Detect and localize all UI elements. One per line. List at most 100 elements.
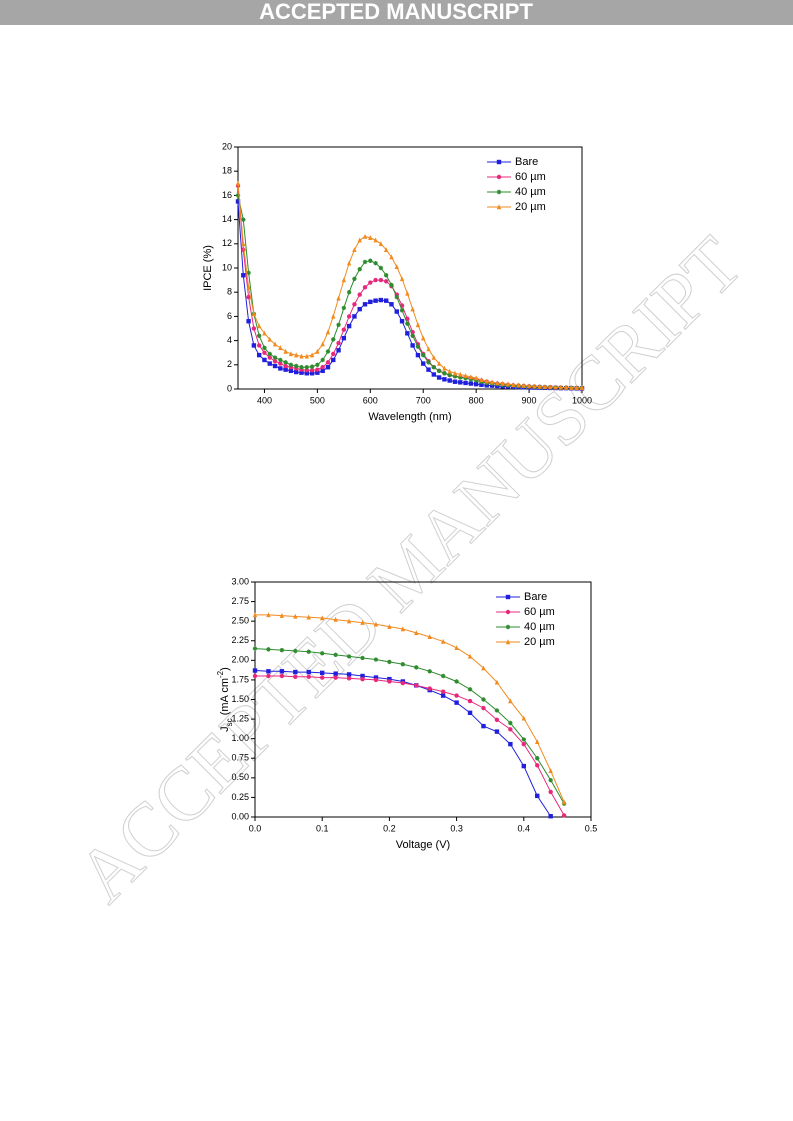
y-tick-label: 0.75 xyxy=(231,753,249,763)
y-tick-label: 12 xyxy=(222,238,232,248)
marker xyxy=(336,295,341,301)
marker xyxy=(383,298,389,303)
y-tick-label: 0.25 xyxy=(231,792,249,802)
marker xyxy=(320,365,325,370)
marker xyxy=(442,365,447,371)
marker xyxy=(521,715,526,721)
marker xyxy=(283,360,288,365)
marker xyxy=(346,618,352,624)
marker xyxy=(440,689,446,694)
marker xyxy=(468,377,474,382)
marker xyxy=(561,799,567,805)
marker xyxy=(346,314,352,319)
marker xyxy=(521,741,526,747)
marker xyxy=(394,309,399,314)
legend-marker xyxy=(505,594,511,600)
legend-label: 40 µm xyxy=(515,186,546,198)
y-axis-label-part: sc xyxy=(225,718,234,726)
marker xyxy=(252,668,258,673)
marker xyxy=(481,697,486,702)
y-tick-label: 20 xyxy=(222,141,232,151)
y-axis-label-part: (mA cm xyxy=(219,678,231,718)
marker xyxy=(266,612,271,618)
marker xyxy=(315,367,320,372)
marker xyxy=(473,378,479,383)
marker xyxy=(427,669,432,674)
marker xyxy=(235,180,241,186)
marker xyxy=(346,260,352,266)
marker xyxy=(415,352,421,358)
marker xyxy=(436,375,442,380)
marker xyxy=(489,379,495,385)
marker xyxy=(241,247,246,253)
marker xyxy=(532,383,537,389)
marker xyxy=(336,348,341,353)
header: ACCEPTED MANUSCRIPT xyxy=(259,0,533,24)
series-line xyxy=(255,675,565,816)
marker xyxy=(306,674,311,679)
marker xyxy=(399,308,405,313)
marker xyxy=(336,340,341,346)
marker xyxy=(279,669,285,674)
marker xyxy=(452,379,458,384)
marker xyxy=(266,647,271,652)
marker xyxy=(293,674,298,679)
marker xyxy=(436,368,442,374)
marker xyxy=(415,344,421,349)
marker xyxy=(394,264,399,269)
marker xyxy=(251,343,257,348)
marker xyxy=(473,381,479,387)
marker xyxy=(508,741,513,747)
series-line xyxy=(237,201,582,389)
y-tick-label: 6 xyxy=(227,311,232,321)
marker xyxy=(563,384,569,390)
marker xyxy=(458,371,463,377)
marker xyxy=(368,280,373,285)
marker xyxy=(368,235,373,240)
marker xyxy=(272,363,278,369)
series-line xyxy=(254,648,565,804)
marker xyxy=(346,676,352,681)
x-tick-label: 600 xyxy=(363,395,378,405)
marker xyxy=(468,381,474,386)
marker xyxy=(481,665,486,671)
series-line xyxy=(237,185,583,389)
marker xyxy=(294,352,299,358)
marker xyxy=(548,768,553,773)
marker xyxy=(387,659,392,665)
marker xyxy=(306,649,311,654)
marker xyxy=(511,382,516,387)
legend-marker xyxy=(496,189,502,195)
marker xyxy=(508,727,513,732)
marker xyxy=(442,371,447,376)
marker xyxy=(399,276,405,282)
marker xyxy=(405,321,410,326)
marker xyxy=(410,306,415,312)
marker xyxy=(508,720,513,726)
x-tick-label: 800 xyxy=(469,395,484,405)
marker xyxy=(368,258,373,263)
marker xyxy=(378,277,384,283)
marker xyxy=(331,337,336,342)
marker xyxy=(241,217,246,222)
marker xyxy=(360,655,365,661)
marker xyxy=(494,729,500,734)
marker xyxy=(426,346,431,352)
header-bar xyxy=(0,0,793,25)
marker xyxy=(293,648,298,654)
marker xyxy=(427,686,432,691)
marker xyxy=(452,374,458,379)
marker xyxy=(579,385,585,390)
y-tick-label: 1.75 xyxy=(231,674,249,684)
marker xyxy=(383,247,389,253)
marker xyxy=(299,365,304,370)
marker xyxy=(373,260,378,266)
marker xyxy=(500,380,505,386)
legend-label: 40 µm xyxy=(524,621,555,633)
marker xyxy=(414,683,419,688)
marker xyxy=(387,679,392,684)
marker xyxy=(362,233,368,239)
y-tick-label: 0 xyxy=(227,383,232,393)
marker xyxy=(442,377,447,382)
marker xyxy=(241,273,246,278)
